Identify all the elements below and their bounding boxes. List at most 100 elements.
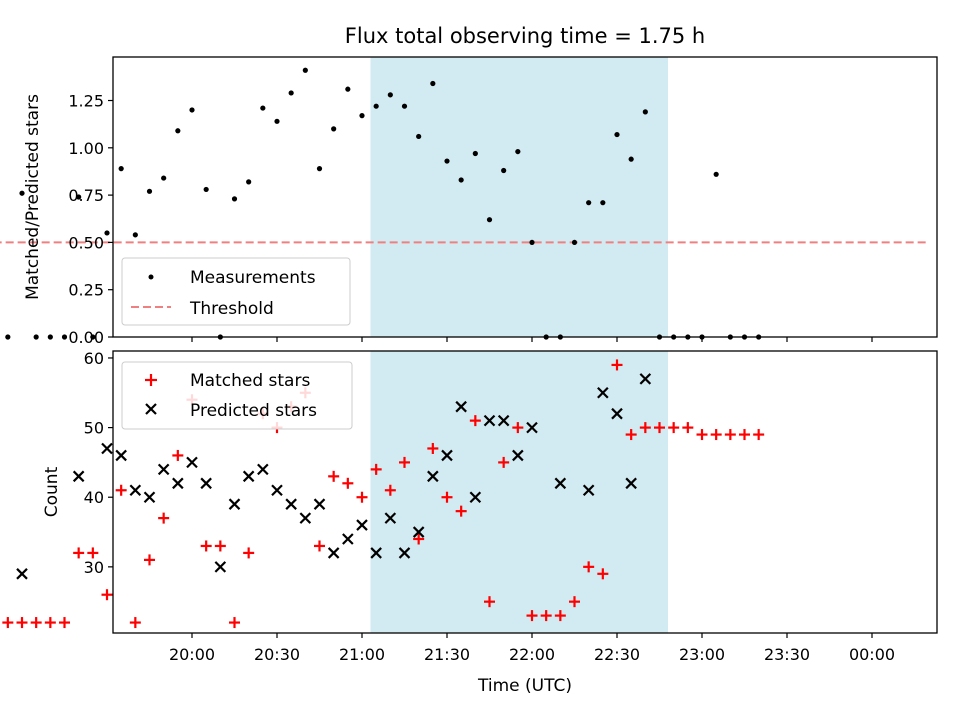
- x-tick-label: 23:30: [764, 645, 810, 664]
- x-tick-label: 20:00: [169, 645, 215, 664]
- predicted-star-point: [412, 526, 425, 538]
- top-x-ticks: [191, 337, 873, 342]
- bottom-y-axis: 30 40 50 60: [84, 349, 113, 577]
- measurement-point: [331, 126, 337, 132]
- predicted-star-point: [186, 456, 198, 469]
- predicted-star-point: [228, 498, 241, 510]
- predicted-star-point: [483, 414, 496, 427]
- measurement-point: [5, 334, 11, 340]
- matched-star-point: [639, 422, 651, 434]
- matched-star-point: [455, 505, 467, 517]
- predicted-star-point: [157, 463, 170, 476]
- x-tick-label: 20:30: [254, 645, 300, 664]
- bottom-y-axis-label: Count: [42, 466, 62, 517]
- matched-star-point: [441, 491, 453, 503]
- measurement-point: [203, 186, 209, 193]
- matched-star-point: [668, 422, 680, 434]
- x-tick-label: 23:00: [679, 645, 725, 664]
- predicted-star-point: [356, 519, 368, 531]
- matched-star-point: [469, 415, 481, 427]
- matched-star-point: [753, 429, 765, 441]
- matched-star-point: [115, 484, 127, 496]
- matched-star-point: [724, 429, 736, 441]
- predicted-star-point: [101, 442, 113, 455]
- matched-star-point: [129, 617, 141, 629]
- matched-star-point: [370, 463, 382, 475]
- matched-star-point: [625, 429, 637, 441]
- predicted-star-point: [143, 491, 156, 504]
- measurement-point: [76, 194, 82, 200]
- matched-star-point: [144, 554, 155, 566]
- matched-star-point: [44, 617, 56, 629]
- measurement-point: [345, 86, 351, 92]
- predicted-star-point: [172, 477, 184, 490]
- matched-star-point: [243, 547, 255, 559]
- matched-star-point: [16, 617, 28, 629]
- top-y-tick-label: 1.25: [68, 92, 104, 111]
- predicted-star-point: [611, 407, 623, 420]
- predicted-star-point: [497, 414, 510, 427]
- top-axes-frame: [112, 56, 938, 338]
- x-axis-label: Time (UTC): [477, 676, 572, 696]
- legend-measurements-label: Measurements: [190, 268, 316, 288]
- matched-star-point: [87, 547, 99, 559]
- measurement-point: [359, 113, 365, 119]
- observing-window-shade-bottom: [370, 351, 668, 633]
- predicted-star-point: [597, 386, 609, 399]
- measurement-point: [132, 232, 138, 238]
- matched-star-point: [356, 491, 368, 503]
- measurement-point: [529, 239, 535, 246]
- predicted-star-point: [342, 533, 354, 545]
- predicted-star-point: [115, 449, 127, 462]
- predicted-star-point: [526, 421, 538, 434]
- matched-star-point: [30, 617, 42, 629]
- matched-star-point: [512, 422, 524, 434]
- matched-star-point: [342, 477, 354, 489]
- measurement-point: [614, 131, 620, 138]
- predicted-star-point: [370, 547, 382, 559]
- matched-star-point: [59, 617, 70, 629]
- matched-star-point: [654, 422, 665, 434]
- matched-star-point: [2, 617, 14, 629]
- matched-star-point: [172, 449, 184, 461]
- measurement-point: [47, 334, 53, 340]
- matched-star-point: [583, 561, 595, 573]
- matched-star-point: [540, 610, 552, 622]
- predicted-star-point: [469, 491, 482, 504]
- measurement-point: [713, 171, 719, 177]
- matched-star-point: [200, 540, 212, 552]
- predicted-star-point: [242, 470, 255, 483]
- top-y-tick-label: 0.75: [68, 186, 104, 205]
- legend-matched-label: Matched stars: [190, 371, 310, 391]
- measurement-point: [571, 239, 578, 246]
- measurement-point: [642, 109, 648, 115]
- predicted-star-point: [129, 484, 142, 497]
- matched-star-point: [101, 589, 113, 601]
- measurement-point: [316, 166, 323, 172]
- matched-star-point: [498, 456, 510, 468]
- predicted-star-point: [512, 449, 524, 462]
- bottom-y-tick-label: 30: [84, 558, 104, 577]
- measurement-point: [515, 148, 521, 155]
- x-tick-label: 21:00: [339, 645, 385, 664]
- matched-star-point: [314, 540, 325, 552]
- matched-star-point: [696, 429, 708, 441]
- top-y-tick-label: 1.00: [68, 139, 104, 158]
- measurement-point: [19, 190, 25, 196]
- matched-star-point: [427, 442, 439, 454]
- legend-predicted-marker: [145, 403, 157, 415]
- predicted-star-point: [200, 477, 212, 490]
- legend-measurements-marker: [148, 274, 154, 280]
- measurement-point: [175, 128, 181, 134]
- matched-star-point: [682, 422, 694, 434]
- measurement-point: [430, 80, 436, 87]
- predicted-star-point: [398, 547, 411, 559]
- measurement-point: [387, 92, 393, 98]
- matched-star-point: [569, 596, 580, 608]
- matched-star-point: [739, 429, 750, 441]
- measurement-point: [274, 118, 280, 124]
- x-tick-label: 00:00: [849, 645, 895, 664]
- predicted-star-point: [299, 512, 312, 524]
- measurement-point: [189, 107, 195, 113]
